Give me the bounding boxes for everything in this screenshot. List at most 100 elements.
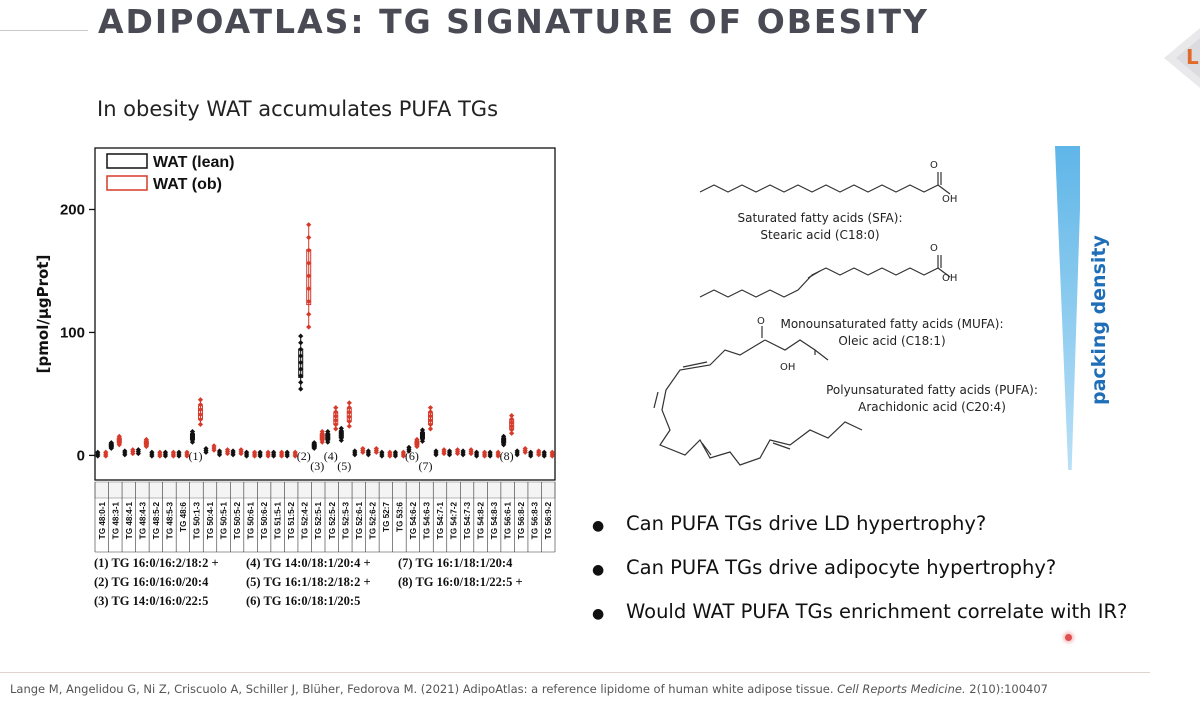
plot-layer: 0 100 200 [pmol/µgProt] WAT (lean) WAT (ob) TG… xyxy=(34,147,556,553)
title-rule xyxy=(0,30,88,31)
ob-25-point xyxy=(441,447,447,453)
category-label: TG 52:7 xyxy=(382,502,391,532)
ob-15-point xyxy=(306,273,312,279)
pufa-label-2: Arachidonic acid (C20:4) xyxy=(858,400,1006,414)
question-item: ● Would WAT PUFA TGs enrichment correlate… xyxy=(592,600,1200,644)
category-label: TG 48:0-1 xyxy=(98,502,107,540)
ob-30-point xyxy=(509,427,515,433)
pointer-cursor-icon xyxy=(1065,634,1072,641)
category-label: TG 48:3-1 xyxy=(111,502,120,540)
lean-32-point xyxy=(528,449,534,455)
bullet-icon: ● xyxy=(592,518,605,534)
lean-21-point xyxy=(379,449,385,455)
category-label: TG 50:4-1 xyxy=(206,502,215,540)
logo-letter: L xyxy=(1186,45,1199,69)
ob-21-point xyxy=(387,449,393,455)
category-label: TG 48:4-1 xyxy=(125,502,134,540)
ob-24-point xyxy=(427,422,434,428)
ob-17-point xyxy=(333,426,339,432)
ob-1-point xyxy=(116,433,122,439)
ob-30-point xyxy=(509,416,515,422)
highlight-label: (1) xyxy=(188,449,202,463)
category-label: TG 50:5-1 xyxy=(220,502,229,540)
highlight-label: (4) xyxy=(324,449,338,463)
lean-20-point xyxy=(365,448,371,454)
ob-7-point xyxy=(197,402,204,408)
lean-33-point xyxy=(541,449,547,455)
category-label: TG 56:9-2 xyxy=(544,502,553,540)
note-8: (8) TG 16:0/18:1/22:5 + xyxy=(398,575,523,589)
ob-4-point xyxy=(157,449,163,455)
lean-27-point xyxy=(460,448,466,454)
ob-15-point xyxy=(306,234,312,241)
ob-17-point xyxy=(333,405,339,411)
ob-8-point xyxy=(211,443,217,449)
category-label: TG 48:5-2 xyxy=(152,502,161,540)
lean-7-point xyxy=(189,428,196,435)
note-6: (6) TG 16:0/18:1/20:5 xyxy=(246,594,361,608)
ob-18-point xyxy=(346,409,352,415)
ob-5-point xyxy=(170,449,177,455)
ob-24-point xyxy=(427,409,434,415)
legend-label-ob: WAT (ob) xyxy=(153,176,222,193)
question-item: ● Can PUFA TGs drive LD hypertrophy? xyxy=(592,512,1200,556)
ob-17-point xyxy=(333,409,339,415)
ob-6-point xyxy=(184,449,190,455)
note-3: (3) TG 14:0/16:0/22:5 xyxy=(94,594,209,608)
category-label: TG 54:6-3 xyxy=(422,502,431,540)
bullet-icon: ● xyxy=(592,606,605,622)
ob-18-point xyxy=(346,414,352,420)
y-axis-label: [pmol/µgProt] xyxy=(34,255,52,374)
ob-29-point xyxy=(495,449,501,455)
ob-7-point xyxy=(197,411,204,418)
category-label: TG 51:5-2 xyxy=(287,502,296,540)
brand-logo: L xyxy=(1164,28,1200,88)
ob-9-point xyxy=(224,447,231,453)
category-label: TG 53:6 xyxy=(395,502,404,532)
lean-12-point xyxy=(257,449,263,455)
category-label: TG 50:6-2 xyxy=(260,502,269,540)
category-label: TG 51:5-1 xyxy=(274,502,283,540)
packing-density-label: packing density xyxy=(1088,235,1110,405)
legend-label-lean: WAT (lean) xyxy=(153,154,234,171)
ob-18-point xyxy=(346,400,352,406)
ob-17-point xyxy=(333,413,339,419)
plot-frame xyxy=(94,147,556,481)
lean-29-point xyxy=(487,449,493,455)
ob-31-point xyxy=(522,445,528,452)
lean-0-point xyxy=(95,449,101,455)
lean-16-point xyxy=(311,440,317,446)
pufa-o-atom: O xyxy=(757,316,765,327)
ob-13-point xyxy=(279,449,285,455)
note-2: (2) TG 16:0/16:0/20:4 xyxy=(94,575,209,589)
ob-17-point xyxy=(333,417,339,423)
ob-17-point xyxy=(333,422,339,428)
slide-title: ADIPOATLAS: TG SIGNATURE OF OBESITY xyxy=(98,2,929,41)
category-label: TG 48:4-3 xyxy=(138,502,147,540)
lean-15-point xyxy=(298,379,304,385)
category-label: TG 54:7-1 xyxy=(436,502,445,540)
sfa-o-atom: O xyxy=(930,160,938,171)
mufa-label-1: Monounsaturated fatty acids (MUFA): xyxy=(780,317,1003,331)
lean-9-point xyxy=(216,448,223,454)
note-5: (5) TG 16:1/18:2/18:2 + xyxy=(246,575,371,589)
highlight-label: (3) xyxy=(310,459,324,473)
slide-subtitle: In obesity WAT accumulates PUFA TGs xyxy=(97,97,499,121)
highlight-label: (7) xyxy=(418,459,432,473)
lean-25-point xyxy=(433,448,439,454)
ob-26-point xyxy=(454,447,461,453)
ob-7-point xyxy=(197,421,204,428)
category-label: TG 52:5-1 xyxy=(314,502,323,540)
category-label: TG 52:5-2 xyxy=(328,502,337,540)
category-label: TG 54:7-3 xyxy=(463,502,472,540)
lean-1-point xyxy=(108,440,114,446)
ob-15-point xyxy=(306,247,312,253)
category-label: TG 52:6-1 xyxy=(355,502,364,540)
lean-19-point xyxy=(352,448,358,454)
ob-24-point xyxy=(427,426,434,432)
category-label: TG 52:5-3 xyxy=(341,502,350,540)
y-tick-label: 100 xyxy=(60,324,85,341)
ob-23-point xyxy=(414,436,420,443)
lean-6-point xyxy=(176,449,182,455)
lean-8-point xyxy=(203,445,209,452)
